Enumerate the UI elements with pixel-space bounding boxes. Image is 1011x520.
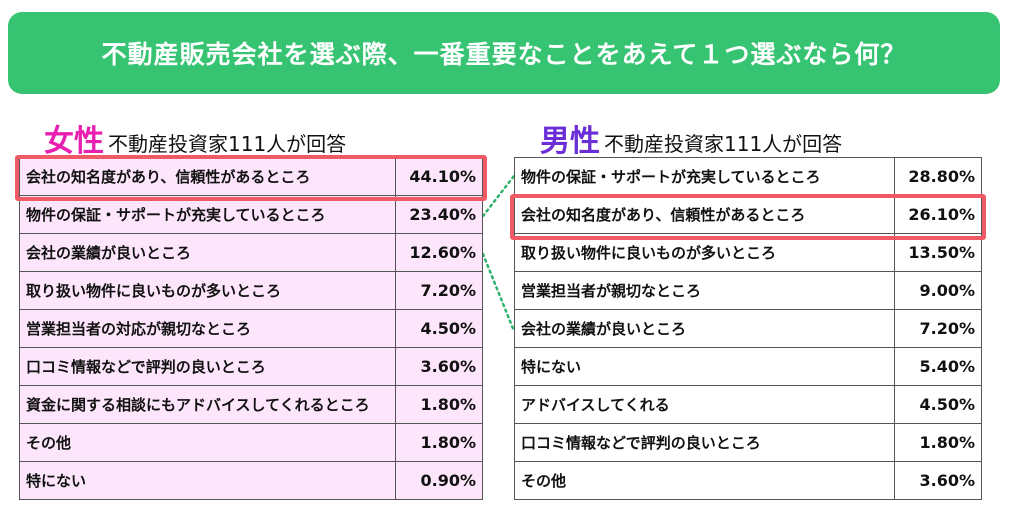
row-value: 9.00% <box>894 271 982 310</box>
row-value: 1.80% <box>395 423 483 462</box>
table-row: その他 3.60% <box>514 461 982 500</box>
table-row: 会社の知名度があり、信頼性があるところ 26.10% <box>514 195 982 234</box>
table-row: 口コミ情報などで評判の良いところ 1.80% <box>514 423 982 462</box>
row-label: 物件の保証・サポートが充実しているところ <box>514 157 895 196</box>
row-label: 営業担当者の対応が親切なところ <box>19 309 396 348</box>
table-row: 資金に関する相談にもアドバイスしてくれるところ 1.80% <box>19 385 483 424</box>
female-heading: 女性 不動産投資家111人が回答 <box>44 116 346 160</box>
row-label: 資金に関する相談にもアドバイスしてくれるところ <box>19 385 396 424</box>
row-value: 5.40% <box>894 347 982 386</box>
table-row: 会社の知名度があり、信頼性があるところ 44.10% <box>19 157 483 196</box>
row-label: アドバイスしてくれる <box>514 385 895 424</box>
row-value: 3.60% <box>395 347 483 386</box>
connector-line-support <box>481 174 516 218</box>
row-label: 取り扱い物件に良いものが多いところ <box>19 271 396 310</box>
row-value: 4.50% <box>395 309 483 348</box>
table-row: 物件の保証・サポートが充実しているところ 28.80% <box>514 157 982 196</box>
female-label: 女性 <box>44 124 104 159</box>
row-label: 特にない <box>514 347 895 386</box>
row-label: 口コミ情報などで評判の良いところ <box>514 423 895 462</box>
row-value: 4.50% <box>894 385 982 424</box>
question-title: 不動産販売会社を選ぶ際、一番重要なことをあえて１つ選ぶなら何？ <box>101 40 907 69</box>
row-label: 会社の業績が良いところ <box>19 233 396 272</box>
table-row: 取り扱い物件に良いものが多いところ 13.50% <box>514 233 982 272</box>
row-label: その他 <box>19 423 396 462</box>
row-value: 7.20% <box>395 271 483 310</box>
table-row: 営業担当者が親切なところ 9.00% <box>514 271 982 310</box>
row-label: 特にない <box>19 461 396 500</box>
row-label: 営業担当者が親切なところ <box>514 271 895 310</box>
table-row: その他 1.80% <box>19 423 483 462</box>
row-value: 7.20% <box>894 309 982 348</box>
table-row: 特にない 0.90% <box>19 461 483 500</box>
row-label: 取り扱い物件に良いものが多いところ <box>514 233 895 272</box>
table-row: 口コミ情報などで評判の良いところ 3.60% <box>19 347 483 386</box>
table-row: 物件の保証・サポートが充実しているところ 23.40% <box>19 195 483 234</box>
connector-line-performance <box>481 252 516 333</box>
row-value: 23.40% <box>395 195 483 234</box>
table-row: アドバイスしてくれる 4.50% <box>514 385 982 424</box>
male-results-table: 物件の保証・サポートが充実しているところ 28.80% 会社の知名度があり、信頼性… <box>514 157 982 500</box>
row-label: 会社の業績が良いところ <box>514 309 895 348</box>
row-value: 12.60% <box>395 233 483 272</box>
male-heading: 男性 不動産投資家111人が回答 <box>540 116 842 160</box>
male-subtitle: 不動産投資家111人が回答 <box>604 132 843 156</box>
question-banner: 不動産販売会社を選ぶ際、一番重要なことをあえて１つ選ぶなら何？ <box>8 12 1000 94</box>
row-label: その他 <box>514 461 895 500</box>
row-value: 3.60% <box>894 461 982 500</box>
table-row: 特にない 5.40% <box>514 347 982 386</box>
row-value: 26.10% <box>894 195 982 234</box>
row-value: 44.10% <box>395 157 483 196</box>
table-row: 営業担当者の対応が親切なところ 4.50% <box>19 309 483 348</box>
row-value: 13.50% <box>894 233 982 272</box>
female-results-table: 会社の知名度があり、信頼性があるところ 44.10% 物件の保証・サポートが充実し… <box>19 157 483 500</box>
male-label: 男性 <box>540 124 600 159</box>
table-row: 会社の業績が良いところ 12.60% <box>19 233 483 272</box>
table-row: 取り扱い物件に良いものが多いところ 7.20% <box>19 271 483 310</box>
row-label: 口コミ情報などで評判の良いところ <box>19 347 396 386</box>
row-value: 0.90% <box>395 461 483 500</box>
row-value: 1.80% <box>894 423 982 462</box>
row-value: 28.80% <box>894 157 982 196</box>
row-label: 会社の知名度があり、信頼性があるところ <box>19 157 396 196</box>
row-label: 物件の保証・サポートが充実しているところ <box>19 195 396 234</box>
row-label: 会社の知名度があり、信頼性があるところ <box>514 195 895 234</box>
row-value: 1.80% <box>395 385 483 424</box>
table-row: 会社の業績が良いところ 7.20% <box>514 309 982 348</box>
female-subtitle: 不動産投資家111人が回答 <box>108 132 347 156</box>
